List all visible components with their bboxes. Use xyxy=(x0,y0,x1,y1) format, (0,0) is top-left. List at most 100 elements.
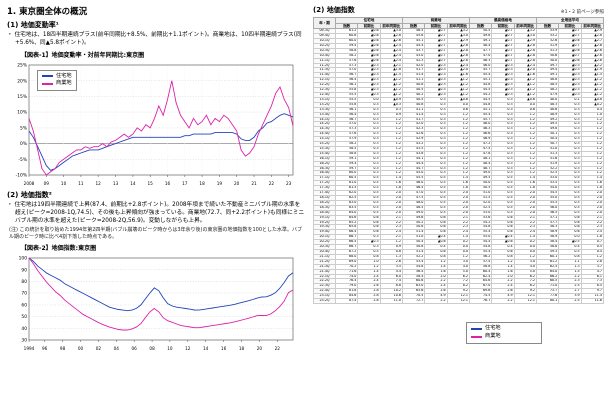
svg-text:09: 09 xyxy=(44,181,50,186)
legend-label-commercial: 商業地 xyxy=(485,332,501,339)
svg-text:20%: 20% xyxy=(17,78,27,84)
svg-text:21: 21 xyxy=(251,181,257,186)
svg-text:40: 40 xyxy=(21,326,27,332)
svg-text:22: 22 xyxy=(269,181,275,186)
land-price-index-table: 年・期 住宅地 商業地 最高価格地 全用途平均 指数 前期比 前年同期比 指数 … xyxy=(313,16,605,304)
legend-label-residential: 住宅地 xyxy=(485,325,501,331)
legend-label-residential: 住宅地 xyxy=(56,72,72,79)
svg-text:98: 98 xyxy=(60,346,66,351)
fig1-chart: -10% -5% 0% 5% 10% 15% 20% 25% 2008 09 10 11 12 13 14 1… xyxy=(16,62,294,186)
fig2-legend: 住宅地 商業地 xyxy=(466,322,542,344)
legend-label-commercial: 商業地 xyxy=(56,80,72,87)
svg-text:10: 10 xyxy=(61,181,67,186)
svg-text:12: 12 xyxy=(96,181,102,186)
report-page: 1. 東京圏全体の概況 (1) 地価変動率¹ ・ 住宅地は、18四半期連続プラス… xyxy=(7,5,605,353)
table-row: 20-1Q 66.7 0.3 2.1 51.0 ▲0.4 1.4 55.0 ▲0.4 1.4 58.… xyxy=(313,234,605,241)
svg-text:-5%: -5% xyxy=(18,156,27,162)
svg-text:16: 16 xyxy=(165,181,171,186)
right-section-heading: (2) 地価指数 xyxy=(313,6,355,14)
subcol-yoy: 前年同期比 xyxy=(379,22,403,30)
svg-text:19: 19 xyxy=(217,181,223,186)
section2-heading: (2) 地価指数² xyxy=(7,190,52,199)
table-row: 13-1Q 55.5 0.0 ▲0.9 40.5 0.3 ▲0.6 44.5 0.3 ▲0.6 48… xyxy=(313,96,605,103)
svg-text:22: 22 xyxy=(275,346,281,351)
commercial-line-swatch xyxy=(42,83,53,86)
residential-line-swatch xyxy=(42,75,53,78)
index-table-body: 09-3Q 61.2 ▲0.6 ▲3.0 46.5 ▲0.7 ▲3.2 50.5 ▲0.7 ▲3.… xyxy=(313,28,605,304)
svg-text:04: 04 xyxy=(114,346,120,351)
svg-text:0%: 0% xyxy=(20,141,27,147)
svg-text:90: 90 xyxy=(21,268,27,274)
section1-heading: (1) 地価変動率¹ xyxy=(7,21,59,29)
table-row: 23-2Q 87.4 2.8 11.0 72.7 2.2 12.1 76.7 2.2 12.1 80… xyxy=(313,298,605,304)
col-header-period: 年・期 xyxy=(313,16,336,30)
svg-text:20: 20 xyxy=(234,181,240,186)
right-header: (2) 地価指数 ※1・2 前ページ参照 xyxy=(313,5,604,15)
table-row: 18-1Q 62.5 0.5 2.0 47.5 0.5 2.0 51.5 0.5 2.0 55.0 0… xyxy=(313,195,605,201)
svg-text:08: 08 xyxy=(149,346,155,351)
svg-text:11: 11 xyxy=(78,181,84,186)
legend-entry-residential: 住宅地 xyxy=(42,73,72,81)
svg-text:10%: 10% xyxy=(17,109,27,115)
table-row: 22-4Q 81.8 2.8 10.2 65.6 2.6 9.2 69.6 2.6 9.2 73.7… xyxy=(313,288,605,295)
svg-text:14: 14 xyxy=(203,346,209,351)
commercial-line-swatch xyxy=(471,335,482,338)
page-title: 1. 東京圏全体の概況 xyxy=(7,7,88,17)
left-column: 1. 東京圏全体の概況 (1) 地価変動率¹ ・ 住宅地は、18四半期連続プラス… xyxy=(7,5,305,353)
table-row: 20-4Q 67.2 0.5 0.8 51.4 0.6 0.0 55.4 0.6 0.0 59.3 0… xyxy=(313,248,605,255)
svg-text:15: 15 xyxy=(148,181,154,186)
table-row: 13-2Q 55.8 0.3 ▲0.3 40.8 0.3 0.0 44.8 0.3 0.0 48.3… xyxy=(313,101,605,108)
section2-bullet: ・ 住宅地は19四半期連続で上昇(87.4、前期比+2.8ポイント)。2008年… xyxy=(7,201,305,225)
legend-entry-commercial: 商業地 xyxy=(42,80,72,88)
svg-text:60: 60 xyxy=(21,303,27,309)
table-row: 15-4Q 58.8 0.3 1.2 43.8 0.3 1.2 47.8 0.3 1.2 51.3 0… xyxy=(313,150,605,157)
svg-text:18: 18 xyxy=(239,346,245,351)
svg-text:25%: 25% xyxy=(17,62,27,68)
svg-text:96: 96 xyxy=(42,346,48,351)
table-row: 16-1Q 59.1 0.3 1.2 44.1 0.3 1.2 48.1 0.3 1.2 51.6 0… xyxy=(313,155,605,162)
table-group-header-row: 年・期 住宅地 商業地 最高価格地 全用途平均 xyxy=(313,16,605,30)
svg-text:17: 17 xyxy=(182,181,188,186)
table-row: 11-2Q 57.3 ▲0.3 ▲2.1 42.0 ▲0.3 ▲2.4 46.0 ▲0.3 ▲2.… xyxy=(313,62,605,69)
svg-text:12: 12 xyxy=(185,346,191,351)
svg-text:100: 100 xyxy=(19,256,28,262)
svg-text:02: 02 xyxy=(96,346,102,351)
svg-text:10: 10 xyxy=(167,346,173,351)
svg-text:06: 06 xyxy=(132,346,138,351)
table-row: 20-3Q 66.7 0.3 0.9 50.8 0.4 0.0 54.8 0.4 0.0 58.8 0… xyxy=(313,244,605,250)
svg-text:00: 00 xyxy=(78,346,84,351)
fig2-chart: 30 40 50 60 70 80 90 100 1994 96 98 00 02 04 06 08 10 12 1… xyxy=(19,256,294,351)
legend-entry-residential: 住宅地 xyxy=(471,325,537,333)
svg-text:30: 30 xyxy=(21,338,27,344)
footnote-reference: ※1・2 前ページ参照 xyxy=(560,10,604,15)
fig1-chart-area: -10% -5% 0% 5% 10% 15% 20% 25% 2008 09 10 11 12 13 14 1… xyxy=(7,60,299,188)
fig1-caption: 【図表-1】地価変動率・対前年同期比:東京圏 xyxy=(21,51,145,59)
svg-text:14: 14 xyxy=(130,181,136,186)
svg-text:-10%: -10% xyxy=(16,172,27,178)
table-row: 21-3Q 70.2 1.2 3.5 54.8 1.4 4.0 58.8 1.4 4.0 62.5 1… xyxy=(313,263,605,270)
fig2-chart-area: 30 40 50 60 70 80 90 100 1994 96 98 00 02 04 06 08 10 12 1… xyxy=(7,253,299,353)
table-subheader-row: 指数 前期比 前年同期比 指数 前期比 前年同期比 指数 前期比 前年同期比 指… xyxy=(314,22,605,30)
col-group-average: 全用途平均 xyxy=(535,17,605,24)
table-row: 12-4Q 55.5 ▲0.3 ▲1.2 40.2 ▲0.3 ▲1.2 44.2 ▲0.3 ▲1.… xyxy=(313,91,605,98)
residential-line-swatch xyxy=(471,327,482,330)
fig1-legend: 住宅地 商業地 xyxy=(37,69,77,92)
table-row: 18-2Q 63.0 0.5 2.0 48.0 0.5 2.0 52.0 0.5 2.0 55.5 0… xyxy=(313,199,605,206)
svg-text:18: 18 xyxy=(199,181,205,186)
fig2-caption: 【図表-2】地価指数:東京圏 xyxy=(21,245,97,253)
svg-text:70: 70 xyxy=(21,291,27,297)
svg-text:23: 23 xyxy=(286,181,292,186)
svg-text:2008: 2008 xyxy=(24,181,35,186)
subcol-yoy: 前年同期比 xyxy=(513,22,537,30)
svg-text:1994: 1994 xyxy=(24,346,35,351)
table-row: 22-2Q 76.4 2.4 7.4 60.6 2.2 7.2 64.6 2.2 7.2 68.5 2… xyxy=(313,278,605,285)
svg-text:80: 80 xyxy=(21,279,27,285)
table-row: 12-3Q 55.8 ▲0.3 ▲1.2 40.5 ▲0.3 ▲1.2 44.5 ▲0.3 ▲1.… xyxy=(313,87,605,93)
section2-note: (注) この統計を取り始めた1994年第2四半期(バブル崩壊のピーク時からは3年… xyxy=(9,227,303,241)
subcol-yoy: 前年同期比 xyxy=(446,22,470,30)
svg-text:16: 16 xyxy=(221,346,227,351)
svg-text:50: 50 xyxy=(21,315,27,321)
svg-text:15%: 15% xyxy=(17,94,27,100)
table-row: 22-3Q 79.0 2.6 8.8 63.0 2.4 8.2 67.0 2.4 8.2 71.0 2… xyxy=(313,283,605,290)
svg-text:20: 20 xyxy=(257,346,263,351)
